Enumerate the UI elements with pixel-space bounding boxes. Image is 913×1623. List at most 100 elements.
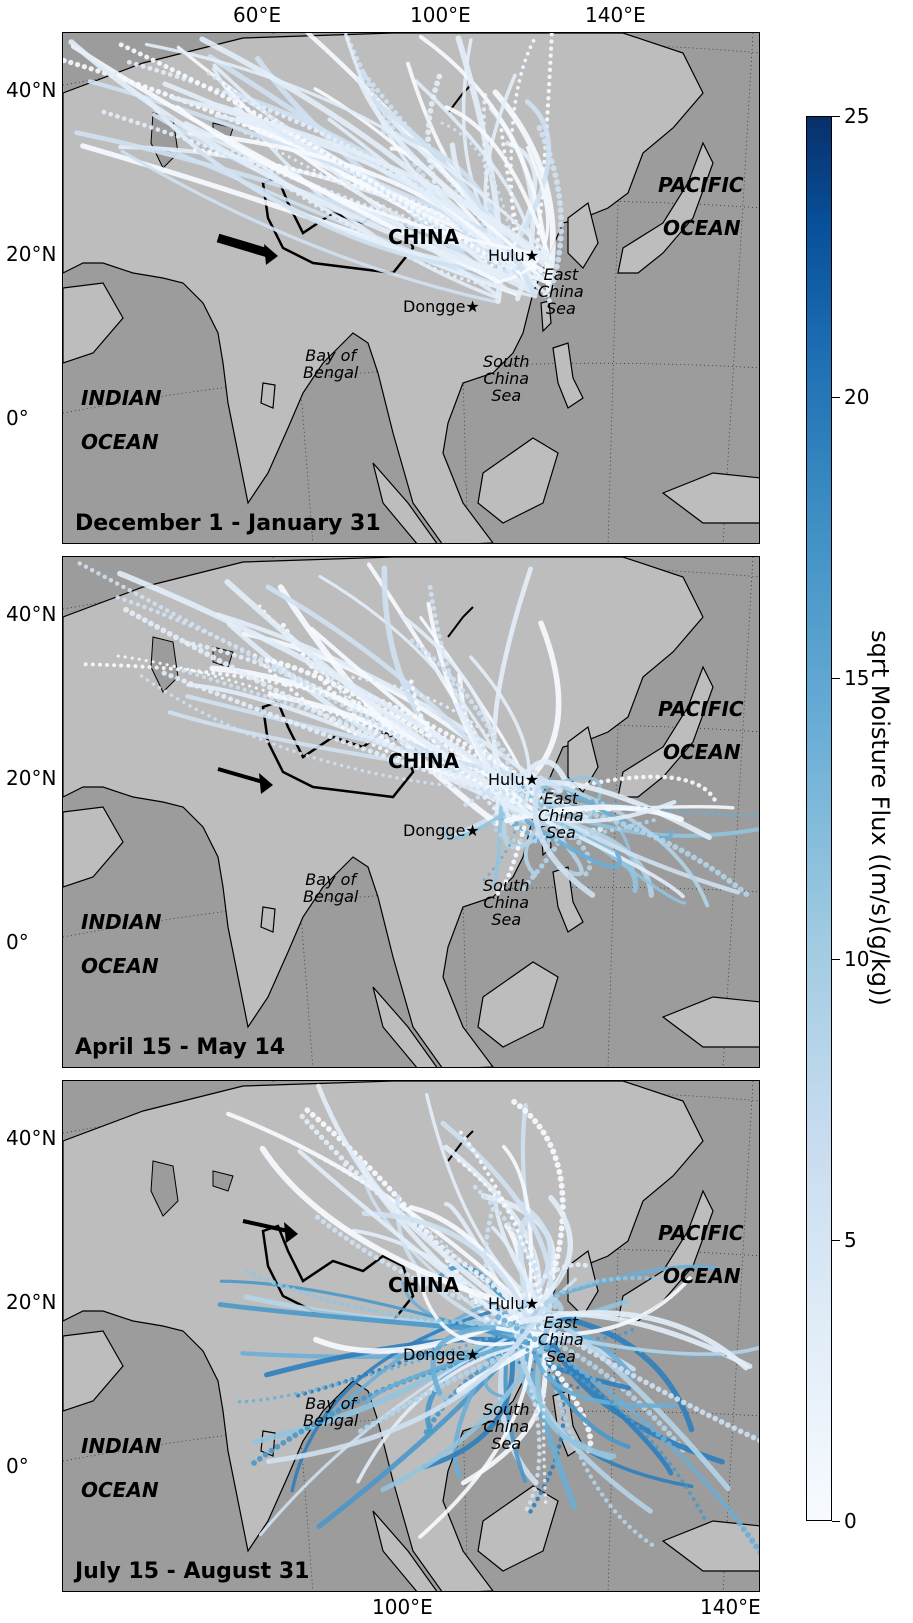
colorbar-title: sqrt Moisture Flux ((m/s)(g/kg)) [866, 630, 894, 1006]
south-china-sea-label: South China Sea [483, 876, 530, 929]
china-label: CHINA [388, 225, 460, 249]
indian-ocean-label: OCEAN [81, 1478, 159, 1502]
bay-of-bengal-label: Bay of Bengal [303, 870, 359, 906]
trajectory-line [315, 1214, 542, 1321]
trajectory-line [481, 93, 498, 261]
trajectory-line [540, 777, 564, 794]
colorbar-tick-mark [832, 1240, 840, 1241]
indian-label: INDIAN [81, 910, 162, 934]
trajectory-line [423, 1335, 533, 1435]
flow-arrow [242, 1219, 289, 1233]
trajectory-line [245, 1269, 552, 1328]
trajectory-line [469, 655, 532, 817]
colorbar-tick-label: 0 [844, 1509, 857, 1533]
flow-arrow [217, 767, 264, 784]
trajectory-line [427, 584, 523, 794]
trajectory-line [212, 63, 502, 299]
map-panel-3: PACIFIC OCEAN INDIAN OCEAN CHINA Hulu★ D… [62, 1080, 760, 1592]
trajectory-line [206, 71, 507, 268]
flow-arrow-head [284, 1222, 298, 1243]
trajectory-line [444, 1202, 521, 1324]
trajectory-line [237, 1322, 533, 1404]
trajectory-line [540, 799, 750, 897]
trajectory-line [457, 1158, 544, 1341]
trajectory-line [532, 775, 596, 898]
trajectory-line [444, 105, 553, 263]
lat-tick: 40°N [6, 1126, 57, 1150]
colorbar-tick-label: 15 [844, 666, 870, 690]
trajectory-line [409, 638, 528, 805]
lat-tick: 0° [6, 406, 29, 430]
trajectory-line [524, 818, 622, 870]
south-china-sea-label: South China Sea [483, 352, 530, 405]
trajectory-line [101, 109, 550, 284]
trajectory-line [522, 1311, 759, 1444]
trajectory-line [541, 1347, 552, 1504]
trajectory-line [313, 87, 538, 270]
period-label: April 15 - May 14 [75, 1035, 286, 1060]
colorbar-tick-mark [832, 959, 840, 960]
trajectory-line [418, 1339, 535, 1539]
trajectory-line [225, 136, 537, 299]
indian-label: INDIAN [81, 386, 162, 410]
map-canvas [63, 557, 759, 1067]
lat-tick: 0° [6, 930, 29, 954]
flow-arrow-head [264, 244, 278, 265]
trajectory-line [523, 813, 552, 878]
trajectory-line [123, 606, 509, 797]
colorbar-tick-mark [832, 1521, 840, 1522]
trajectory-line [175, 105, 547, 257]
trajectory-line [342, 1162, 527, 1313]
trajectory-line [171, 95, 553, 265]
trajectory-line [502, 99, 552, 265]
pacific-ocean-label: OCEAN [663, 1264, 741, 1288]
map-panel-2: PACIFIC OCEAN INDIAN OCEAN CHINA Hulu★ D… [62, 556, 760, 1068]
hulu-label: Hulu★ [488, 246, 540, 265]
trajectory-line [252, 1323, 510, 1445]
trajectory-line [532, 1347, 677, 1408]
colorbar-tick-label: 20 [844, 385, 870, 409]
trajectory-line [364, 93, 538, 299]
trajectory-line [430, 1324, 504, 1396]
trajectory-line [483, 73, 522, 284]
period-label: July 15 - August 31 [75, 1559, 310, 1584]
east-china-sea-label: East China Sea [538, 789, 584, 842]
indian-ocean-label: OCEAN [81, 430, 159, 454]
east-china-sea-label: East China Sea [538, 1313, 584, 1366]
indian-label: INDIAN [81, 1434, 162, 1458]
trajectory-line [494, 146, 550, 284]
china-label: CHINA [388, 1273, 460, 1297]
colorbar-tick-mark [832, 397, 840, 398]
map-canvas [63, 33, 759, 543]
pacific-label: PACIFIC [658, 697, 744, 721]
trajectory-line [117, 570, 523, 793]
trajectory-line [456, 1335, 551, 1394]
colorbar-tick-mark [832, 116, 840, 117]
trajectory-line [463, 769, 540, 808]
trajectory-line [512, 1342, 707, 1520]
trajectory-line [516, 1333, 653, 1514]
trajectory-line [532, 1195, 574, 1309]
trajectory-line [534, 1296, 559, 1343]
trajectory-line [120, 149, 497, 304]
colorbar-tick-mark [832, 678, 840, 679]
pacific-ocean-label: OCEAN [663, 740, 741, 764]
colorbar-tick-label: 25 [844, 104, 870, 128]
lon-tick-140e-bottom: 140°E [700, 1595, 761, 1619]
trajectory-line [535, 1316, 617, 1459]
map-canvas [63, 1081, 759, 1591]
trajectory-line [118, 42, 503, 267]
period-label: December 1 - January 31 [75, 511, 381, 536]
trajectory-line [518, 1310, 749, 1371]
dongge-label: Dongge★ [403, 821, 480, 840]
pacific-label: PACIFIC [658, 1221, 744, 1245]
trajectory-line [536, 801, 636, 879]
bay-of-bengal-label: Bay of Bengal [303, 346, 359, 382]
lon-tick-100e-top: 100°E [410, 3, 471, 27]
trajectory-line [224, 579, 499, 791]
trajectory-line [356, 75, 548, 262]
trajectory-line [364, 1338, 529, 1405]
trajectory-line [187, 130, 533, 288]
trajectory-line [533, 1275, 678, 1321]
hulu-label: Hulu★ [488, 1294, 540, 1313]
